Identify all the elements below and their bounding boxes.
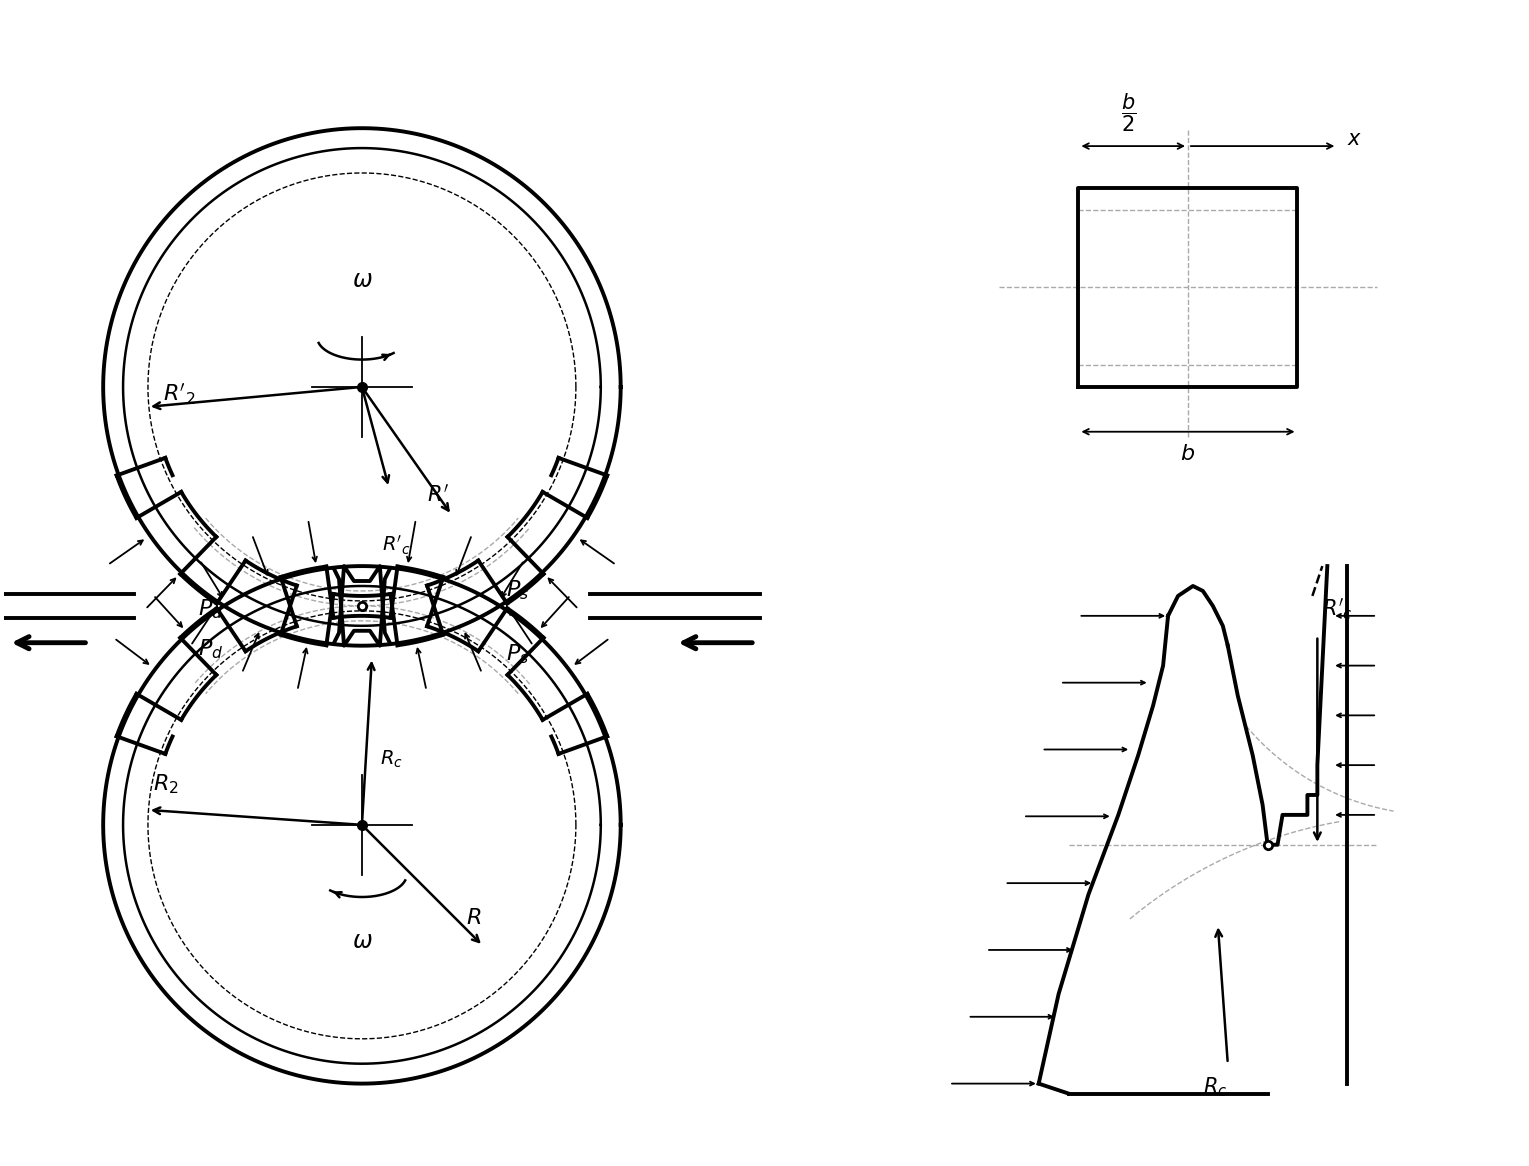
Text: $R'_2$: $R'_2$ <box>164 382 196 407</box>
Text: $P_d$: $P_d$ <box>197 598 223 621</box>
Text: $\omega$: $\omega$ <box>352 929 372 954</box>
Text: $R'_c$: $R'_c$ <box>382 534 410 556</box>
Text: $\omega$: $\omega$ <box>352 268 372 293</box>
Text: $R$: $R$ <box>466 908 482 928</box>
Text: $R_2$: $R_2$ <box>153 772 179 795</box>
Text: $P_d$: $P_d$ <box>197 638 223 661</box>
Text: $x$: $x$ <box>1347 129 1362 149</box>
Text: $P_s$: $P_s$ <box>506 642 529 666</box>
Text: $R'_c$: $R'_c$ <box>1323 597 1353 621</box>
Text: $\dfrac{b}{2}$: $\dfrac{b}{2}$ <box>1121 92 1136 134</box>
Text: $b$: $b$ <box>1180 443 1196 464</box>
Text: $P_s$: $P_s$ <box>506 578 529 602</box>
Text: $R'$: $R'$ <box>427 484 448 505</box>
Text: $R_c$: $R_c$ <box>1203 1075 1228 1100</box>
Text: $R_c$: $R_c$ <box>379 749 402 771</box>
